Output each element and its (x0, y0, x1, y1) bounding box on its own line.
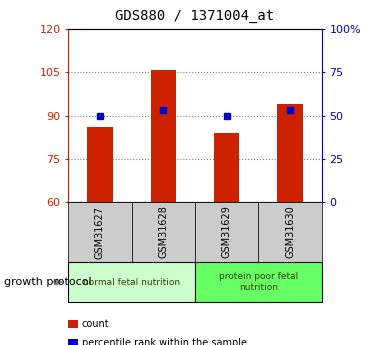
Text: protein poor fetal
nutrition: protein poor fetal nutrition (219, 272, 298, 292)
Bar (195, 262, 322, 302)
Bar (214, 133, 239, 202)
Text: count: count (82, 319, 110, 328)
Text: GSM31630: GSM31630 (285, 206, 295, 258)
Text: GSM31629: GSM31629 (222, 206, 232, 258)
Bar (68, 202, 132, 262)
Bar (195, 202, 258, 262)
Bar (68, 262, 195, 302)
Bar (132, 202, 195, 262)
Text: growth protocol: growth protocol (4, 277, 92, 287)
Bar (87, 127, 113, 202)
Bar (151, 70, 176, 202)
Text: percentile rank within the sample: percentile rank within the sample (82, 338, 247, 345)
Bar (258, 202, 322, 262)
Text: GDS880 / 1371004_at: GDS880 / 1371004_at (115, 9, 275, 23)
Text: normal fetal nutrition: normal fetal nutrition (83, 277, 180, 287)
Text: GSM31627: GSM31627 (95, 206, 105, 258)
Text: GSM31628: GSM31628 (158, 206, 168, 258)
Bar (277, 104, 303, 202)
